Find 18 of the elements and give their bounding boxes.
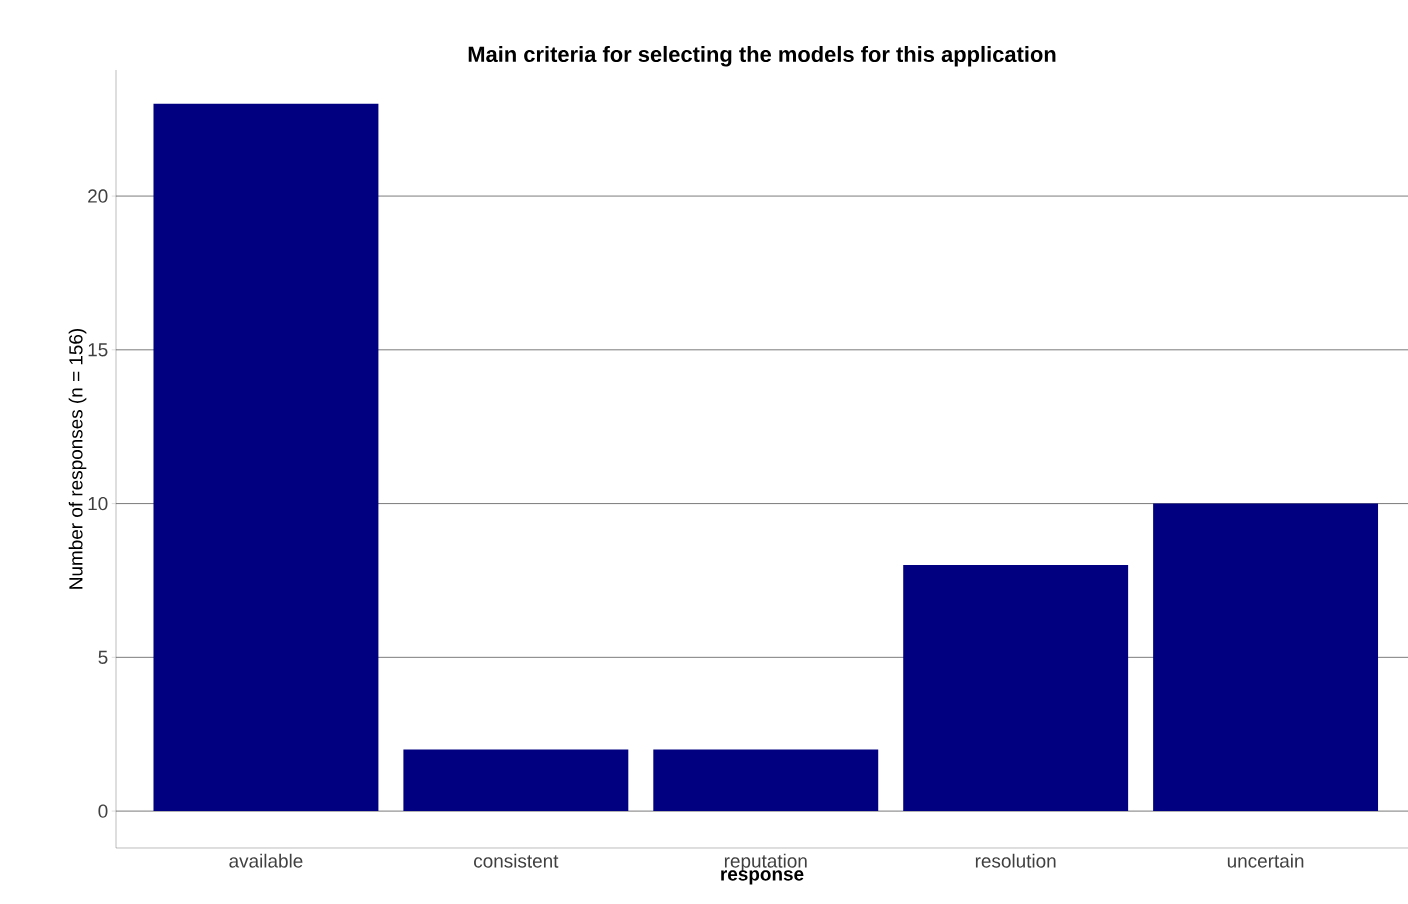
y-tick-label: 10: [88, 496, 108, 511]
bar: [903, 565, 1129, 812]
y-axis-title: Number of responses (n = 156): [68, 328, 87, 589]
y-tick-label: 20: [88, 189, 108, 203]
bar: [153, 103, 379, 812]
x-tick-label: consistent: [474, 853, 559, 868]
bar: [403, 749, 629, 812]
y-tick-label: 0: [98, 804, 108, 818]
x-tick-label: reputation: [724, 853, 807, 872]
bar: [1153, 503, 1379, 812]
y-tick-label: 15: [88, 343, 108, 357]
x-tick-label: uncertain: [1227, 853, 1304, 868]
chart-title: Main criteria for selecting the models for this application: [468, 45, 1056, 67]
x-tick-label: resolution: [975, 853, 1056, 868]
bar: [653, 749, 879, 812]
x-axis-title: response: [721, 870, 804, 885]
y-tick-label: 5: [98, 650, 108, 664]
x-tick-label: available: [229, 853, 303, 868]
